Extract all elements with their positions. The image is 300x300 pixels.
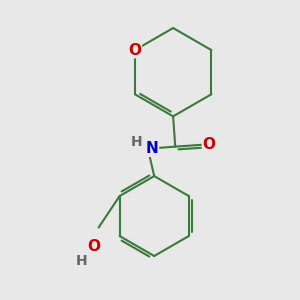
Text: O: O [87, 239, 100, 254]
Text: H: H [130, 135, 142, 149]
Text: O: O [202, 137, 215, 152]
Text: O: O [128, 43, 141, 58]
Text: H: H [76, 254, 88, 268]
Text: N: N [146, 141, 158, 156]
